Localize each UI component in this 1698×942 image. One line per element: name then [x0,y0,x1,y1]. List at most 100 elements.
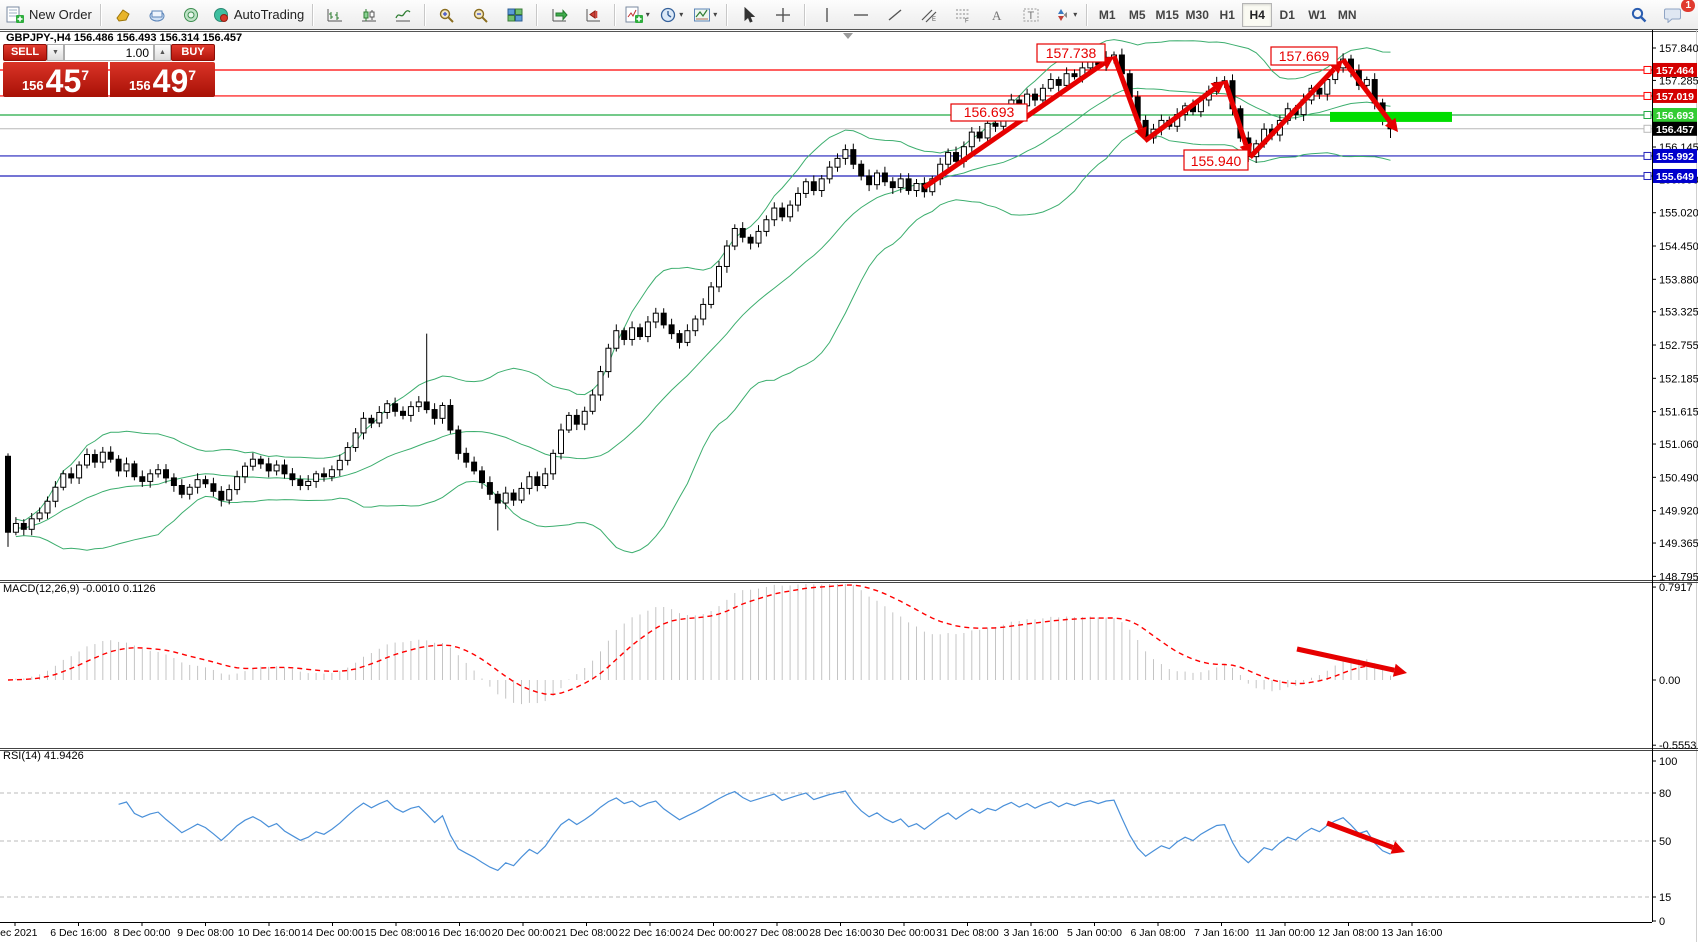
zoom-in-icon[interactable] [430,2,464,28]
svg-text:155.649: 155.649 [1656,171,1694,183]
auto-scroll-icon[interactable] [542,2,576,28]
cursor-icon[interactable] [732,2,766,28]
channel-icon[interactable]: E [912,2,946,28]
macd-red-arrow[interactable] [1296,646,1407,677]
timeframe-w1-button[interactable]: W1 [1308,7,1327,22]
volume-decrease-button[interactable]: ▼ [47,44,64,61]
price-badge-157.019[interactable]: 157.019 [1643,88,1697,103]
svg-text:6 Dec 16:00: 6 Dec 16:00 [50,927,107,939]
macd-legend: MACD(12,26,9) -0.0010 0.1126 [3,583,156,595]
vertical-line-icon[interactable] [810,2,844,28]
sell-price-display[interactable]: 156 45 7 [3,62,108,97]
svg-text:157.464: 157.464 [1656,65,1694,77]
buy-price-pip: 7 [188,67,197,83]
fibonacci-icon[interactable]: F [946,2,980,28]
svg-text:156.693: 156.693 [1656,110,1694,122]
templates-icon[interactable]: ▾ [688,2,722,28]
trendline-icon[interactable] [878,2,912,28]
panel-collapse-icon[interactable] [843,33,853,39]
candlestick-chart-icon[interactable] [352,2,386,28]
periods-icon [661,7,676,22]
toolbar: New Order AutoTrading ▾ ▾ ▾ E F A T ▾ M1 M5 M15 M30 H… [0,0,1698,29]
horizontal-line-icon[interactable] [844,2,878,28]
price-badge-155.649[interactable]: 155.649 [1643,168,1697,183]
svg-text:156.457: 156.457 [1656,124,1694,136]
new-order-button[interactable]: New Order [2,2,96,28]
indicators-icon[interactable]: ▾ [620,2,654,28]
time-axis: Dec 2021 6 Dec 16:00 8 Dec 00:00 9 Dec 08:0… [0,922,1443,939]
crosshair-icon[interactable] [766,2,800,28]
candlestick-chart-icon [362,8,377,21]
svg-text:15: 15 [1659,892,1671,904]
annotation-label-155.940[interactable]: 155.940 [1183,149,1249,171]
timeframe-m5-button[interactable]: M5 [1128,7,1146,22]
svg-text:13 Jan 16:00: 13 Jan 16:00 [1382,927,1443,939]
zoom-out-icon[interactable] [464,2,498,28]
bar-chart-icon[interactable] [318,2,352,28]
navigator-icon[interactable] [174,2,208,28]
annotation-label-156.693[interactable]: 156.693 [950,103,1028,122]
cursor-icon [744,6,756,23]
toolbar-separator [614,3,617,26]
chart-shift-icon[interactable] [576,2,610,28]
navigator-icon [183,7,198,22]
text-icon[interactable]: A [980,2,1014,28]
timeframe-m30-button[interactable]: M30 [1185,7,1209,22]
zoom-out-icon [474,8,488,23]
svg-text:21 Dec 08:00: 21 Dec 08:00 [555,927,618,939]
price-badge-157.464[interactable]: 157.464 [1643,62,1697,77]
auto-scroll-icon [552,8,568,21]
price-badge-156.693[interactable]: 156.693 [1643,107,1697,122]
arrows-icon[interactable]: ▾ [1048,2,1082,28]
timeframe-m15-button[interactable]: M15 [1155,7,1179,22]
green-zone-rectangle[interactable] [1330,111,1452,122]
toolbar-separator [804,3,807,26]
svg-text:11 Jan 00:00: 11 Jan 00:00 [1255,927,1315,939]
volume-increase-button[interactable]: ▲ [154,44,171,61]
buy-price-prefix: 156 [128,78,151,93]
chart-shift-icon [586,8,601,21]
tile-windows-icon [507,8,523,21]
volume-input[interactable] [64,44,154,61]
annotation-label-157.669[interactable]: 157.669 [1270,46,1338,66]
price-badge-155.992[interactable]: 155.992 [1643,148,1697,163]
market-watch-icon[interactable] [106,2,140,28]
timeframe-mn-button[interactable]: MN [1337,7,1357,22]
timeframe-h1-button[interactable]: H1 [1219,7,1235,22]
timeframe-d1-button[interactable]: D1 [1279,7,1295,22]
chart-legend: GBPJPY-,H4 156.486 156.493 156.314 156.4… [6,32,242,44]
line-chart-icon[interactable] [386,2,420,28]
autotrading-button[interactable]: AutoTrading [208,2,308,28]
timeframe-m1-button[interactable]: M1 [1098,7,1116,22]
timeframe-h4-button[interactable]: H4 [1242,2,1273,27]
search-icon[interactable] [1622,2,1656,28]
zigzag-trend-arrows[interactable] [922,55,1398,190]
svg-text:12 Jan 08:00: 12 Jan 08:00 [1318,927,1379,939]
tile-windows-icon[interactable] [498,2,532,28]
bar-chart-icon [327,8,343,21]
rsi-line [118,790,1391,872]
price-badge-156.457[interactable]: 156.457 [1643,121,1697,136]
svg-text:3 Jan 16:00: 3 Jan 16:00 [1004,927,1059,939]
buy-button[interactable]: BUY [171,44,215,61]
svg-text:80: 80 [1659,788,1671,800]
annotation-label-157.738[interactable]: 157.738 [1036,43,1106,63]
rsi-red-arrow[interactable] [1326,820,1405,854]
notification-badge: 1 [1681,0,1695,12]
zoom-in-icon [440,8,454,23]
buy-price-display[interactable]: 156 49 7 [110,62,215,97]
svg-text:27 Dec 08:00: 27 Dec 08:00 [746,927,809,939]
sell-price-main: 45 [45,63,82,99]
periods-icon[interactable]: ▾ [654,2,688,28]
svg-text:154.450: 154.450 [1659,241,1698,253]
data-window-icon[interactable] [140,2,174,28]
channel-icon: E [921,9,937,23]
text-icon: A [992,8,1002,23]
toolbar-separator [424,3,427,26]
chat-icon[interactable]: 1 [1656,0,1695,28]
sell-button[interactable]: SELL [3,44,47,61]
text-label-icon[interactable]: T [1014,2,1048,28]
svg-text:0.00: 0.00 [1659,675,1680,687]
